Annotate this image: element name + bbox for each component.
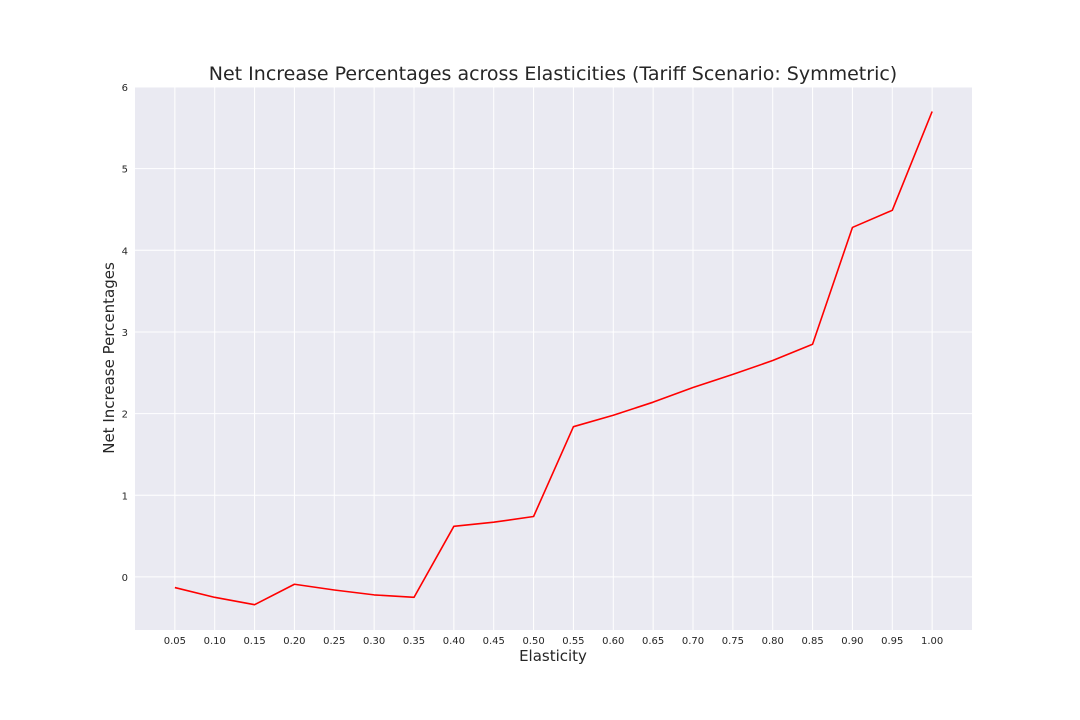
- x-tick-label: 0.95: [881, 636, 903, 647]
- x-tick-label: 0.75: [722, 636, 744, 647]
- x-tick-label: 0.90: [841, 636, 863, 647]
- x-tick-label: 0.80: [762, 636, 784, 647]
- x-tick-label: 0.55: [562, 636, 584, 647]
- x-tick-label: 1.00: [921, 636, 943, 647]
- x-tick-label: 0.20: [283, 636, 305, 647]
- x-tick-label: 0.25: [323, 636, 345, 647]
- y-tick-label: 2: [122, 410, 128, 421]
- x-tick-label: 0.15: [243, 636, 265, 647]
- x-tick-label: 0.10: [204, 636, 226, 647]
- y-tick-labels: 0 1 2 3 4 5 6: [122, 83, 128, 584]
- x-tick-label: 0.85: [801, 636, 823, 647]
- x-axis-label: Elasticity: [519, 647, 587, 665]
- x-tick-label: 0.70: [682, 636, 704, 647]
- x-tick-label: 0.05: [164, 636, 186, 647]
- x-tick-label: 0.65: [642, 636, 664, 647]
- chart-title: Net Increase Percentages across Elastici…: [209, 63, 897, 85]
- y-axis-label: Net Increase Percentages: [100, 262, 118, 454]
- x-tick-label: 0.35: [403, 636, 425, 647]
- x-tick-label: 0.45: [483, 636, 505, 647]
- y-tick-label: 0: [122, 573, 128, 584]
- x-tick-label: 0.60: [602, 636, 624, 647]
- series-lines: [174, 111, 933, 606]
- y-tick-label: 1: [122, 491, 128, 502]
- series-line: [174, 111, 933, 606]
- plot-background: [135, 87, 972, 630]
- y-tick-label: 6: [122, 83, 128, 94]
- x-tick-label: 0.50: [522, 636, 544, 647]
- y-tick-label: 4: [122, 246, 128, 257]
- grid-lines: [135, 86, 972, 630]
- x-tick-label: 0.30: [363, 636, 385, 647]
- y-tick-label: 3: [122, 328, 128, 339]
- y-tick-label: 5: [122, 165, 128, 176]
- x-tick-labels: 0.05 0.10 0.15 0.20 0.25 0.30 0.35 0.40 0.45 0.50…: [164, 636, 944, 647]
- x-tick-label: 0.40: [443, 636, 465, 647]
